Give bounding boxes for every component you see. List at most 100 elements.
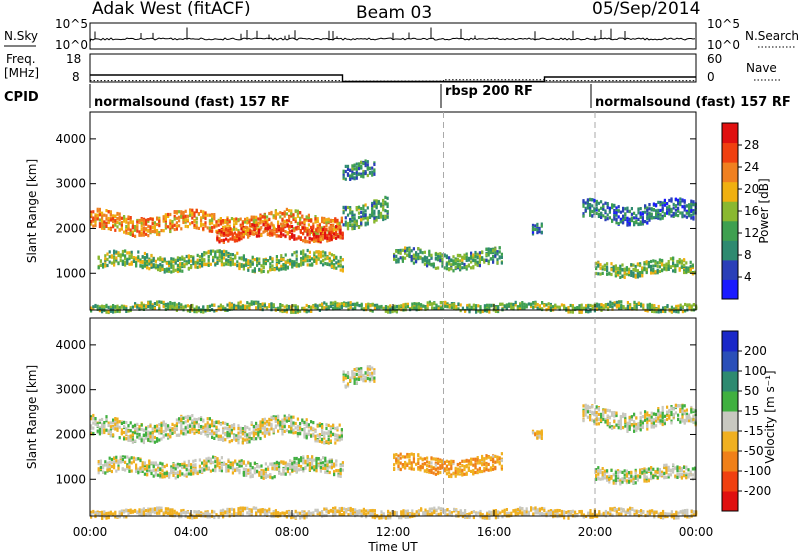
power-cell [404,251,407,255]
velocity-cell [141,461,144,465]
power-cell [284,267,287,271]
power-cell [600,200,603,204]
power-cell [652,202,655,206]
power-cell [688,207,691,212]
power-cell [263,218,266,222]
power-cell [216,256,219,260]
power-cell [204,216,207,221]
freq-tick-top: 18 [66,52,81,66]
power-cell [149,229,152,234]
power-cell [223,262,226,266]
velocity-cell [191,419,194,423]
velocity-cell [263,430,266,434]
power-cell [500,261,503,265]
power-cell [354,306,357,310]
velocity-cell [257,435,260,439]
velocity-cell [208,431,211,436]
power-cell [452,255,455,259]
power-cell [647,265,650,269]
power-cell [315,255,318,259]
power-cell [607,307,610,311]
power-cell [316,232,319,236]
velocity-cell [261,426,264,430]
power-cell [472,307,475,311]
power-cell [521,306,524,310]
power-cell [153,307,156,311]
velocity-cell [158,429,161,433]
power-cell [317,253,320,257]
velocity-cell [131,431,134,435]
power-cell [269,233,272,237]
power-cell [313,236,316,240]
frequency-trace [90,74,696,83]
power-cell [362,307,365,311]
power-cell [325,302,328,306]
velocity-cell [185,468,188,472]
power-cell [205,251,208,255]
power-cell [223,249,226,253]
power-cell [198,255,201,259]
power-cell [141,255,144,259]
power-cell [355,166,358,170]
velocity-cell [172,469,175,473]
power-cell [597,212,600,216]
power-cell [650,264,653,268]
power-cell [288,306,291,310]
power-cell [567,310,570,314]
power-cell [626,306,629,310]
power-cell [601,267,604,271]
power-cell [242,264,245,268]
power-cell [140,218,143,222]
power-cell [398,307,401,311]
power-cell [621,263,624,267]
power-cell [249,262,252,266]
power-cell [236,251,239,255]
power-cell [481,257,484,261]
power-cell [661,210,664,214]
velocity-cell [148,459,151,463]
power-cell [184,209,187,213]
power-cell [255,301,258,305]
power-cell [336,307,339,311]
power-cell [611,307,614,311]
power-cell [486,306,489,310]
power-cell [164,226,167,230]
power-cell [158,217,161,221]
power-cell [192,262,195,266]
power-cell [140,302,143,306]
power-cell [118,212,121,216]
power-cell [213,303,216,307]
velocity-cell [158,427,161,431]
power-cell [580,303,583,307]
power-cell [228,220,231,224]
velocity-cell [214,469,217,473]
power-cell [525,305,528,309]
power-cell [185,254,188,259]
power-cell [283,214,286,218]
power-cell [259,304,262,308]
power-cell [373,303,376,307]
power-cell [636,262,639,266]
power-cell [218,229,221,233]
power-cell [152,263,155,267]
velocity-cell [113,460,116,464]
power-cell [452,269,455,273]
velocity-cell [108,462,111,466]
power-cell [637,301,640,305]
power-cell [301,307,304,311]
velocity-cell [338,438,341,442]
power-cell [653,310,656,314]
velocity-cell [117,466,120,470]
velocity-cell [149,431,152,435]
velocity-cell [96,423,99,428]
power-cell [437,305,440,309]
power-cell [92,219,95,223]
power-cell [114,223,117,227]
power-cell [330,261,333,265]
velocity-cell [98,428,101,432]
power-cell [483,304,486,308]
power-cell [312,231,315,235]
velocity-cell [142,440,145,445]
power-cell [238,231,241,235]
power-cell [326,256,329,260]
